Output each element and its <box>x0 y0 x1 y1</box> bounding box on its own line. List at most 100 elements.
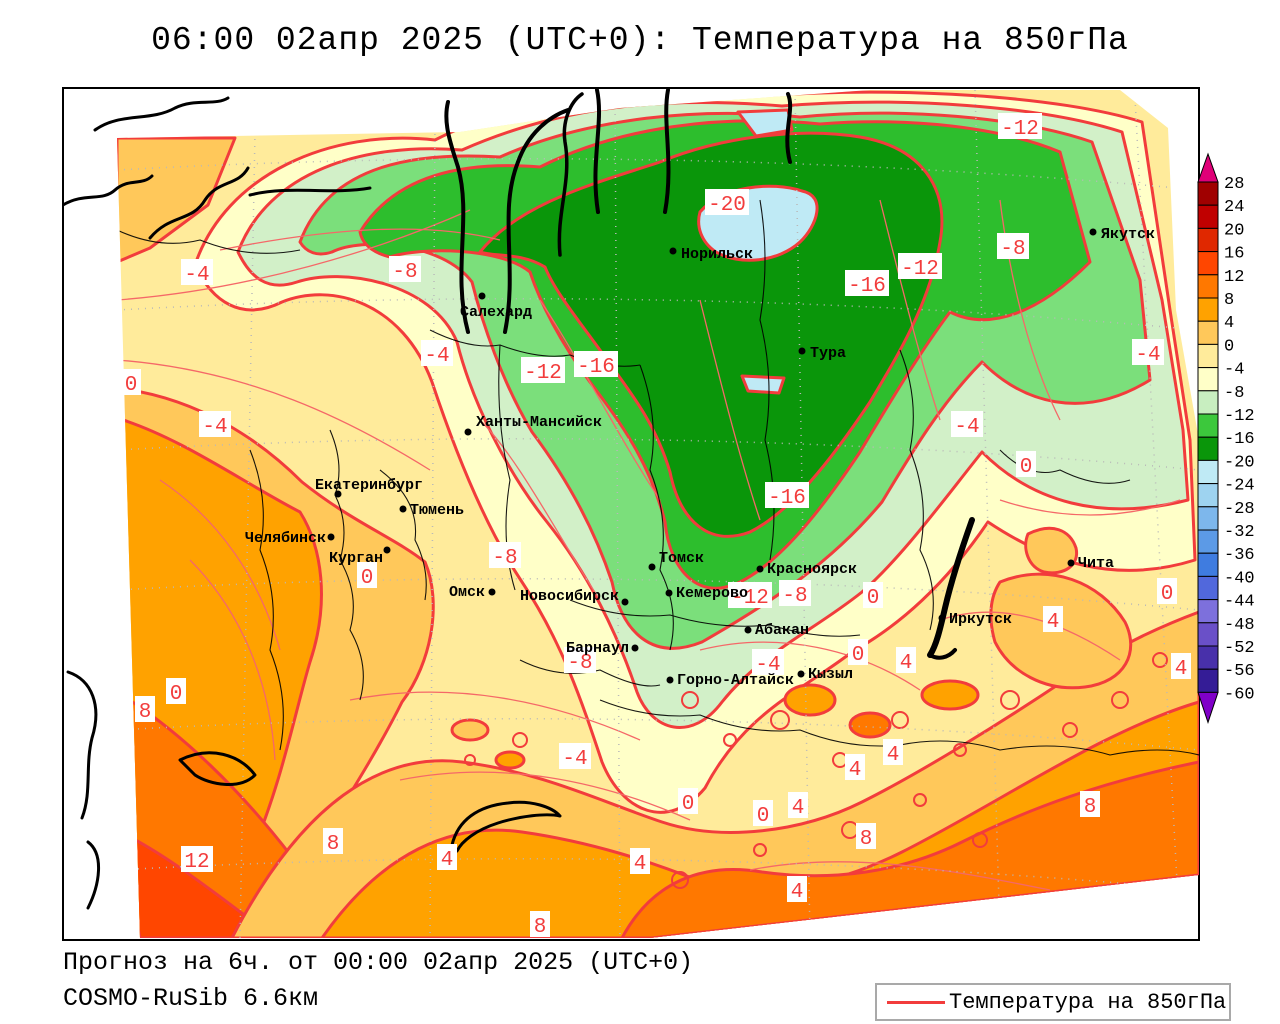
colorbar-cell <box>1197 367 1219 392</box>
colorbar-cell <box>1197 622 1219 647</box>
colorbar-cell <box>1197 645 1219 670</box>
contour-label: 4 <box>441 849 454 872</box>
admin-borders <box>117 199 1199 756</box>
contour-label-box <box>1157 578 1177 604</box>
contour-label: 4 <box>849 759 862 782</box>
contour-label: -4 <box>202 416 227 439</box>
contour-label: 4 <box>791 881 804 904</box>
contour-label: -4 <box>184 264 209 287</box>
city-label: Тюмень <box>410 502 464 519</box>
contour-label: -4 <box>424 345 449 368</box>
contour-label: -12 <box>901 258 939 281</box>
colorbar-cell <box>1197 575 1219 601</box>
contour-label-box <box>630 848 650 874</box>
contour-label: 4 <box>1175 658 1188 681</box>
contour-label: -12 <box>1001 118 1039 141</box>
colorbar-cell <box>1197 320 1219 345</box>
colorbar-tick-label: 0 <box>1224 337 1234 356</box>
city-label: Новосибирск <box>520 588 619 605</box>
colorbar-cell <box>1197 413 1219 438</box>
city-marker <box>756 565 764 573</box>
colorbar-tick-label: -12 <box>1224 407 1255 426</box>
contour-label-box <box>787 876 807 902</box>
contour-label: 8 <box>139 701 152 724</box>
contour-label: 8 <box>327 833 340 856</box>
contour-label-box <box>788 792 808 818</box>
colorbar-tick-label: -48 <box>1224 616 1255 635</box>
mountain-contour-noise <box>464 652 1168 889</box>
contour-label: 4 <box>887 744 900 767</box>
contour-label: 0 <box>361 567 374 590</box>
contour-label: -20 <box>708 194 746 217</box>
model-info: COSMO-RuSib 6.6км <box>63 984 319 1013</box>
city-label: Красноярск <box>767 561 857 578</box>
city-marker <box>464 428 472 436</box>
contour-label: -8 <box>567 652 592 675</box>
contour-label-box <box>489 542 521 568</box>
footer: Прогноз на 6ч. от 00:00 02апр 2025 (UTC+… <box>63 948 693 1013</box>
city-label: Абакан <box>755 622 809 639</box>
city-label: Салехард <box>460 304 532 321</box>
legend-box: Температура на 850гПа <box>875 983 1231 1021</box>
city-label: Челябинск <box>245 530 326 547</box>
colorbar-cell <box>1197 668 1219 693</box>
contour-label-box <box>705 189 749 215</box>
contour-label: 0 <box>682 793 695 816</box>
contour-label: -16 <box>848 275 886 298</box>
city-label: Иркутск <box>949 611 1012 628</box>
colorbar-under-triangle <box>1197 691 1219 724</box>
contour-label: -4 <box>1135 344 1160 367</box>
colorbar-tick-label: -28 <box>1224 500 1255 519</box>
city-label: Ханты-Мансийск <box>476 414 602 431</box>
contour-label-box <box>530 911 550 937</box>
colorbar-cell <box>1197 343 1219 369</box>
city-label: Барнаул <box>566 640 629 657</box>
contour-label: 0 <box>757 805 770 828</box>
contour-label-box <box>1043 606 1063 632</box>
colorbar-over-triangle <box>1197 152 1219 183</box>
colorbar-tick-label: -36 <box>1224 546 1255 565</box>
colorbar-tick-label: -60 <box>1224 685 1255 704</box>
contour-label-box <box>779 580 811 606</box>
contour-label: -8 <box>1000 238 1025 261</box>
city-marker <box>488 588 496 596</box>
colorbar: 28 24 20 16 12 8 4 0 -4 -8 -12 -16 -20 -24 -28 -32 -36 -4… <box>1197 152 1255 724</box>
city-marker <box>1089 228 1097 236</box>
contour-label: 0 <box>125 374 138 397</box>
contour-label-box <box>421 340 453 366</box>
city-marker <box>399 505 407 513</box>
colorbar-tick-label: 28 <box>1224 175 1244 194</box>
colorbar-cell <box>1197 181 1219 206</box>
contour-label: -8 <box>782 585 807 608</box>
colorbar-tick-label: -16 <box>1224 430 1255 449</box>
contour-label: 0 <box>1161 583 1174 606</box>
contour-label: -8 <box>492 547 517 570</box>
colorbar-tick-label: 20 <box>1224 221 1244 240</box>
city-label: Горно-Алтайск <box>677 672 794 689</box>
contour-label: -8 <box>392 261 417 284</box>
city-marker <box>631 644 639 652</box>
contour-label: 4 <box>634 853 647 876</box>
contour-label: 8 <box>1084 796 1097 819</box>
city-marker <box>383 546 391 554</box>
colorbar-cell <box>1197 390 1219 415</box>
contour-label-box <box>896 647 916 673</box>
contour-label-box <box>845 754 865 780</box>
colorbar-cell <box>1197 436 1219 461</box>
contour-label-box <box>728 582 772 608</box>
city-marker <box>665 589 673 597</box>
contour-label: 0 <box>1020 456 1033 479</box>
city-label: Чита <box>1078 555 1114 572</box>
map-content: -12 -20 -8 -12 -16 -8 -4 -4 -12 -16 -4 0 -4 -4 0 -16 -8 0… <box>63 88 1199 939</box>
city-marker <box>648 563 656 571</box>
colorbar-cell <box>1197 227 1219 253</box>
contour-label-box <box>357 562 377 588</box>
contour-label: 4 <box>900 652 913 675</box>
contour-label-box <box>848 639 868 665</box>
contour-label-box <box>181 259 213 285</box>
city-marker <box>478 292 486 300</box>
contour-label-box <box>323 828 343 854</box>
contour-label-box <box>199 411 231 437</box>
city-marker <box>798 347 806 355</box>
